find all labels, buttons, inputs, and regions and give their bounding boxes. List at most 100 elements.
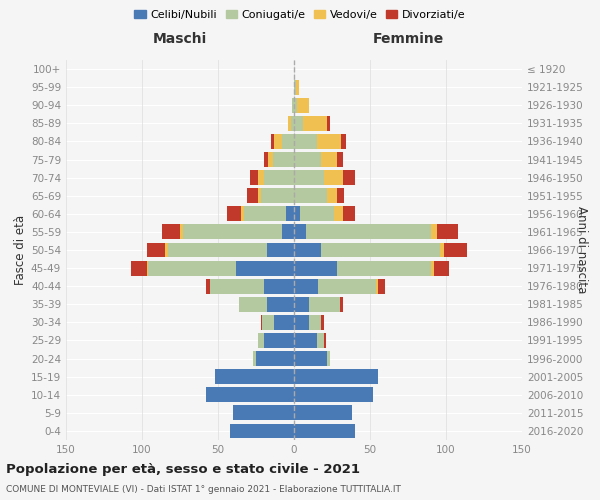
Bar [341,134,346,149]
Bar [322,315,325,330]
Bar [148,260,236,276]
Bar [303,116,328,131]
Bar [343,170,355,185]
Bar [322,152,337,167]
Bar [325,333,326,348]
Bar [294,206,300,221]
Y-axis label: Anni di nascita: Anni di nascita [575,206,588,294]
Bar [266,297,294,312]
Bar [294,188,328,203]
Bar [294,98,297,112]
Bar [317,134,341,149]
Bar [294,279,319,293]
Bar [325,170,343,185]
Bar [227,206,241,221]
Bar [286,206,294,221]
Bar [431,260,434,276]
Text: Femmine: Femmine [373,32,443,46]
Bar [334,206,343,221]
Bar [274,315,294,330]
Bar [377,279,385,293]
Bar [260,315,262,330]
Bar [162,224,180,240]
Bar [292,98,294,112]
Bar [215,369,294,384]
Y-axis label: Fasce di età: Fasce di età [14,215,27,285]
Bar [291,116,294,131]
Bar [257,170,263,185]
Bar [294,406,352,420]
Bar [230,424,294,438]
Bar [294,170,325,185]
Bar [294,260,337,276]
Bar [266,242,294,258]
Bar [340,297,343,312]
Bar [239,297,266,312]
Bar [297,98,309,112]
Bar [300,206,334,221]
Bar [294,152,322,167]
Bar [337,260,431,276]
Bar [146,242,165,258]
Bar [288,116,291,131]
Bar [431,224,437,240]
Text: Popolazione per età, sesso e stato civile - 2021: Popolazione per età, sesso e stato civil… [6,462,360,475]
Bar [271,134,274,149]
Bar [309,297,340,312]
Bar [294,315,309,330]
Bar [274,134,282,149]
Bar [211,279,263,293]
Bar [282,224,294,240]
Bar [257,188,260,203]
Bar [263,152,268,167]
Bar [257,333,263,348]
Bar [294,116,303,131]
Bar [294,388,373,402]
Bar [263,170,294,185]
Bar [273,152,294,167]
Bar [263,279,294,293]
Bar [437,224,458,240]
Bar [247,188,257,203]
Bar [306,224,431,240]
Bar [294,242,322,258]
Bar [241,206,244,221]
Bar [244,206,286,221]
Legend: Celibi/Nubili, Coniugati/e, Vedovi/e, Divorziati/e: Celibi/Nubili, Coniugati/e, Vedovi/e, Di… [130,6,470,25]
Text: Maschi: Maschi [153,32,207,46]
Bar [262,315,274,330]
Bar [328,188,337,203]
Bar [328,116,331,131]
Bar [268,152,273,167]
Bar [250,170,257,185]
Bar [319,279,376,293]
Bar [294,424,355,438]
Bar [282,134,294,149]
Bar [440,242,445,258]
Bar [131,260,146,276]
Bar [309,315,322,330]
Bar [294,333,317,348]
Bar [294,351,328,366]
Bar [296,80,299,94]
Bar [337,188,344,203]
Bar [317,333,325,348]
Bar [294,224,306,240]
Text: COMUNE DI MONTEVIALE (VI) - Dati ISTAT 1° gennaio 2021 - Elaborazione TUTTITALIA: COMUNE DI MONTEVIALE (VI) - Dati ISTAT 1… [6,485,401,494]
Bar [183,224,282,240]
Bar [168,242,266,258]
Bar [180,224,183,240]
Bar [236,260,294,276]
Bar [376,279,377,293]
Bar [233,406,294,420]
Bar [294,297,309,312]
Bar [165,242,168,258]
Bar [337,152,343,167]
Bar [294,80,296,94]
Bar [343,206,355,221]
Bar [260,188,294,203]
Bar [294,134,317,149]
Bar [253,351,256,366]
Bar [206,388,294,402]
Bar [445,242,467,258]
